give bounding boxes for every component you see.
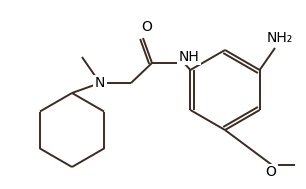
- Text: O: O: [266, 165, 276, 179]
- Text: N: N: [95, 76, 105, 90]
- Text: NH₂: NH₂: [267, 31, 293, 45]
- Text: NH: NH: [179, 50, 200, 64]
- Text: O: O: [142, 20, 152, 34]
